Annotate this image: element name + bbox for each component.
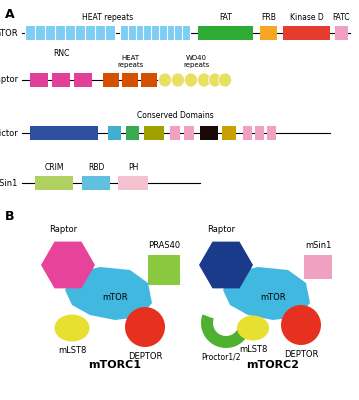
FancyBboxPatch shape: [304, 255, 332, 279]
Text: PH: PH: [128, 163, 138, 172]
Text: Raptor: Raptor: [207, 225, 235, 234]
Text: HEAT
repeats: HEAT repeats: [117, 55, 143, 68]
FancyBboxPatch shape: [222, 126, 236, 140]
Polygon shape: [223, 267, 310, 320]
FancyBboxPatch shape: [126, 126, 139, 140]
Text: mSin1: mSin1: [305, 241, 331, 250]
Text: DEPTOR: DEPTOR: [284, 350, 318, 359]
Text: mTORC1: mTORC1: [89, 360, 141, 370]
Ellipse shape: [55, 314, 89, 342]
FancyBboxPatch shape: [35, 176, 73, 190]
Text: FATC: FATC: [333, 13, 350, 22]
Text: mTOR: mTOR: [0, 28, 18, 38]
FancyBboxPatch shape: [30, 73, 48, 87]
FancyBboxPatch shape: [74, 73, 92, 87]
Ellipse shape: [185, 73, 197, 87]
FancyBboxPatch shape: [200, 126, 218, 140]
Text: mLST8: mLST8: [239, 345, 267, 354]
Circle shape: [281, 305, 321, 345]
Ellipse shape: [159, 73, 172, 87]
Text: FRB: FRB: [261, 13, 276, 22]
FancyBboxPatch shape: [267, 126, 276, 140]
FancyBboxPatch shape: [25, 26, 115, 40]
FancyBboxPatch shape: [335, 26, 348, 40]
Text: Rictor: Rictor: [0, 128, 18, 138]
FancyBboxPatch shape: [144, 126, 164, 140]
Text: A: A: [5, 8, 15, 21]
Text: FAT: FAT: [219, 13, 232, 22]
Polygon shape: [199, 242, 253, 288]
FancyBboxPatch shape: [141, 73, 157, 87]
Circle shape: [125, 307, 165, 347]
Text: mTOR: mTOR: [102, 292, 128, 302]
FancyBboxPatch shape: [148, 255, 180, 285]
Text: mLST8: mLST8: [58, 346, 86, 355]
Text: mTORC2: mTORC2: [247, 360, 299, 370]
FancyBboxPatch shape: [243, 126, 252, 140]
FancyBboxPatch shape: [170, 126, 180, 140]
FancyBboxPatch shape: [255, 126, 264, 140]
Text: Conserved Domains: Conserved Domains: [137, 111, 213, 120]
FancyBboxPatch shape: [52, 73, 70, 87]
FancyBboxPatch shape: [30, 126, 98, 140]
FancyBboxPatch shape: [198, 26, 253, 40]
Text: Raptor: Raptor: [49, 225, 77, 234]
Ellipse shape: [237, 316, 269, 340]
FancyBboxPatch shape: [260, 26, 277, 40]
Text: WD40
repeats: WD40 repeats: [183, 55, 209, 68]
Text: mSin1: mSin1: [0, 178, 18, 188]
FancyBboxPatch shape: [82, 176, 110, 190]
Text: CRIM: CRIM: [44, 163, 64, 172]
Polygon shape: [41, 242, 95, 288]
Ellipse shape: [209, 73, 222, 87]
Text: RNC: RNC: [53, 49, 69, 58]
Text: Kinase D: Kinase D: [290, 13, 323, 22]
Ellipse shape: [172, 73, 185, 87]
Ellipse shape: [197, 73, 210, 87]
Text: Raptor: Raptor: [0, 76, 18, 84]
FancyBboxPatch shape: [120, 26, 190, 40]
FancyBboxPatch shape: [122, 73, 138, 87]
FancyBboxPatch shape: [184, 126, 194, 140]
Text: PRAS40: PRAS40: [148, 241, 180, 250]
Polygon shape: [65, 267, 152, 320]
Text: DEPTOR: DEPTOR: [128, 352, 162, 361]
Ellipse shape: [219, 73, 232, 87]
FancyBboxPatch shape: [118, 176, 148, 190]
Text: HEAT repeats: HEAT repeats: [82, 13, 133, 22]
FancyBboxPatch shape: [283, 26, 330, 40]
FancyBboxPatch shape: [108, 126, 121, 140]
Text: mTOR: mTOR: [260, 292, 286, 302]
Text: B: B: [5, 210, 14, 223]
Polygon shape: [201, 314, 250, 348]
Text: Proctor1/2: Proctor1/2: [201, 353, 241, 362]
FancyBboxPatch shape: [103, 73, 119, 87]
Text: RBD: RBD: [88, 163, 104, 172]
